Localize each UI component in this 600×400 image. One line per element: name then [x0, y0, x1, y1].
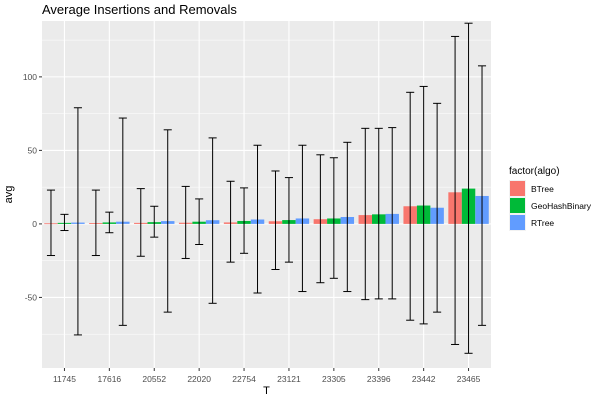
legend-label-rtree: RTree — [531, 218, 554, 228]
x-tick-label: 23442 — [412, 374, 436, 384]
y-tick-label: 0 — [32, 219, 37, 229]
y-axis-ticks: -50 0 50 100 — [23, 72, 42, 302]
legend-key-rtree — [510, 215, 525, 230]
x-axis-title: T — [263, 385, 270, 397]
x-tick-label: 23121 — [277, 374, 301, 384]
legend-key-geohashbinary — [510, 198, 525, 213]
legend: factor(algo) BTree GeoHashBinary RTree — [509, 166, 592, 231]
legend-label-geohashbinary: GeoHashBinary — [531, 201, 592, 211]
legend-key-btree — [510, 181, 525, 196]
y-tick-label: 50 — [28, 145, 38, 155]
legend-label-btree: BTree — [531, 184, 554, 194]
x-tick-label: 22754 — [232, 374, 256, 384]
x-tick-label: 17616 — [98, 374, 122, 384]
y-axis-title: avg — [3, 186, 15, 204]
plot-panel — [42, 21, 491, 368]
x-tick-label: 23396 — [367, 374, 391, 384]
x-tick-label: 23305 — [322, 374, 346, 384]
x-tick-label: 23465 — [457, 374, 481, 384]
chart-title: Average Insertions and Removals — [42, 2, 237, 17]
x-tick-label: 22020 — [187, 374, 211, 384]
legend-title: factor(algo) — [509, 166, 560, 177]
x-tick-label: 11745 — [53, 374, 76, 384]
error-bars — [46, 22, 487, 354]
y-tick-label: -50 — [25, 292, 38, 302]
x-axis-ticks: 11745 17616 20552 22020 22754 23121 23305 23396… — [53, 368, 481, 384]
y-tick-label: 100 — [23, 72, 37, 82]
x-tick-label: 20552 — [142, 374, 166, 384]
